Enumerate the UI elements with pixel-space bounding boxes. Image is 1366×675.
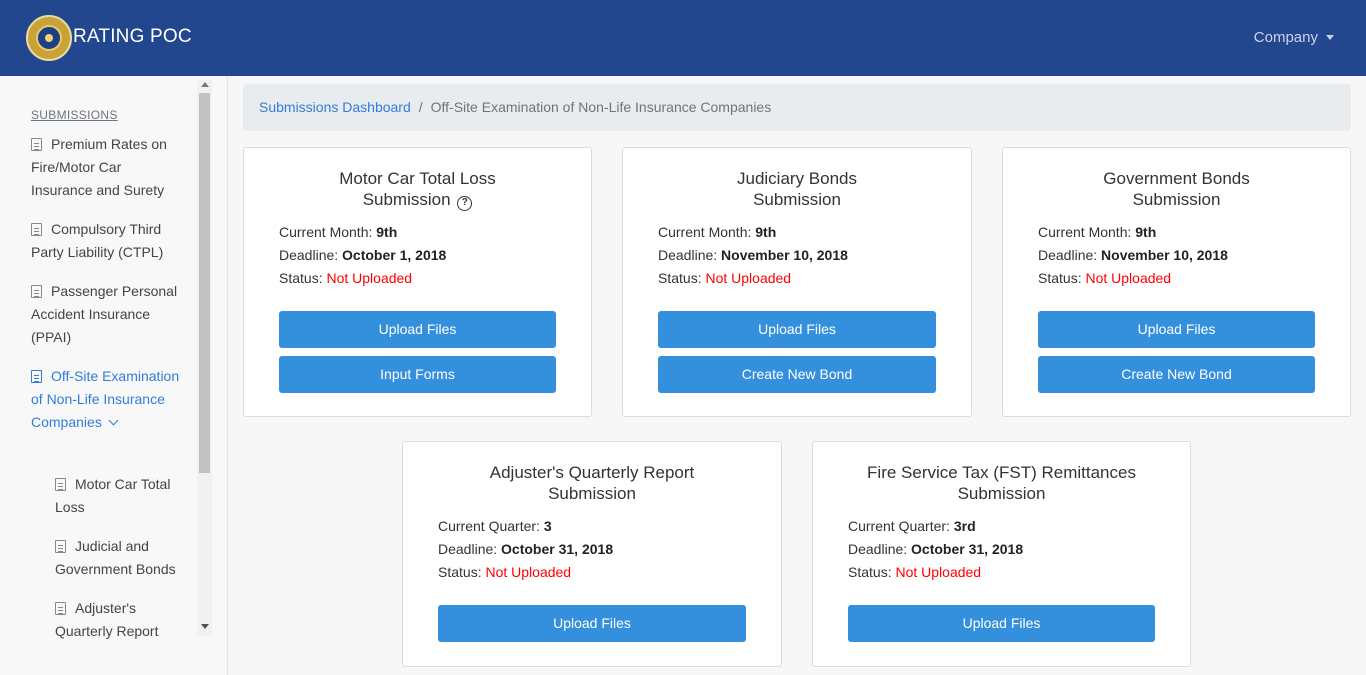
brand-title[interactable]: RATING POC bbox=[73, 26, 192, 47]
deadline: Deadline: October 1, 2018 bbox=[279, 247, 447, 263]
document-icon bbox=[31, 138, 42, 151]
create-new-bond-button[interactable]: Create New Bond bbox=[658, 356, 936, 393]
sidebar-subitem-label: Motor Car Total Loss bbox=[55, 476, 171, 515]
card-fst-remittances: Fire Service Tax (FST) Remittances Submi… bbox=[812, 441, 1191, 667]
card-title: Adjuster's Quarterly Report Submission bbox=[403, 462, 781, 504]
navbar: RATING POC Company bbox=[0, 0, 1366, 76]
sidebar-item-offsite-examination[interactable]: Off-Site Examination of Non-Life Insuran… bbox=[31, 365, 181, 434]
card-title-line: Adjuster's Quarterly Report bbox=[489, 463, 695, 482]
deadline: Deadline: November 10, 2018 bbox=[658, 247, 848, 263]
upload-files-button[interactable]: Upload Files bbox=[658, 311, 936, 348]
status: Status: Not Uploaded bbox=[658, 270, 792, 286]
sidebar-item-premium-rates[interactable]: Premium Rates on Fire/Motor Car Insuranc… bbox=[31, 133, 181, 202]
card-title-line: Government Bonds bbox=[1103, 169, 1250, 188]
company-dropdown[interactable]: Company bbox=[1254, 29, 1334, 46]
document-icon bbox=[55, 602, 66, 615]
sidebar-item-label: Compulsory Third Party Liability (CTPL) bbox=[31, 221, 164, 260]
deadline: Deadline: October 31, 2018 bbox=[848, 541, 1024, 557]
scrollbar-thumb[interactable] bbox=[199, 93, 210, 473]
current-period: Current Month: 9th bbox=[658, 224, 777, 240]
sidebar-item-label: Passenger Personal Accident Insurance (P… bbox=[31, 283, 178, 345]
sidebar-item-label: Off-Site Examination of Non-Life Insuran… bbox=[31, 368, 180, 430]
breadcrumb: Submissions Dashboard / Off-Site Examinati… bbox=[243, 84, 1351, 131]
card-government-bonds: Government Bonds Submission Current Mont… bbox=[1002, 147, 1351, 417]
card-title-line: Submission bbox=[957, 484, 1046, 503]
sidebar-subitem-bonds[interactable]: Judicial and Government Bonds bbox=[55, 535, 185, 581]
chevron-down-icon[interactable] bbox=[108, 415, 119, 426]
upload-files-button[interactable]: Upload Files bbox=[1038, 311, 1315, 348]
create-new-bond-button[interactable]: Create New Bond bbox=[1038, 356, 1315, 393]
card-title-line: Judiciary Bonds bbox=[736, 169, 857, 188]
status-badge: Not Uploaded bbox=[485, 564, 572, 580]
card-title: Motor Car Total Loss Submission ? bbox=[244, 168, 591, 211]
current-period: Current Quarter: 3 bbox=[438, 518, 552, 534]
sidebar-item-label: Premium Rates on Fire/Motor Car Insuranc… bbox=[31, 136, 167, 198]
breadcrumb-link[interactable]: Submissions Dashboard bbox=[259, 99, 411, 115]
card-motor-car: Motor Car Total Loss Submission ? Curren… bbox=[243, 147, 592, 417]
status: Status: Not Uploaded bbox=[1038, 270, 1172, 286]
seal-logo[interactable] bbox=[26, 15, 72, 61]
document-icon bbox=[31, 223, 42, 236]
card-title-line: Submission bbox=[362, 190, 451, 209]
sidebar-subitem-motor-car[interactable]: Motor Car Total Loss bbox=[55, 473, 185, 519]
breadcrumb-separator: / bbox=[418, 99, 423, 115]
current-period: Current Month: 9th bbox=[279, 224, 398, 240]
status-badge: Not Uploaded bbox=[895, 564, 982, 580]
sidebar-subitem-label: Adjuster's Quarterly Report bbox=[55, 600, 159, 639]
current-period: Current Quarter: 3rd bbox=[848, 518, 976, 534]
document-icon bbox=[31, 285, 42, 298]
deadline: Deadline: November 10, 2018 bbox=[1038, 247, 1228, 263]
status: Status: Not Uploaded bbox=[279, 270, 413, 286]
scroll-up-arrow-icon[interactable] bbox=[201, 82, 209, 87]
status-badge: Not Uploaded bbox=[705, 270, 792, 286]
sidebar: SUBMISSIONS Premium Rates on Fire/Motor … bbox=[0, 76, 228, 675]
status: Status: Not Uploaded bbox=[438, 564, 572, 580]
deadline: Deadline: October 31, 2018 bbox=[438, 541, 614, 557]
scroll-down-arrow-icon[interactable] bbox=[201, 624, 209, 629]
card-title: Fire Service Tax (FST) Remittances Submi… bbox=[813, 462, 1190, 504]
card-title: Government Bonds Submission bbox=[1003, 168, 1350, 210]
document-icon bbox=[55, 540, 66, 553]
status-badge: Not Uploaded bbox=[1085, 270, 1172, 286]
card-title-line: Submission bbox=[548, 484, 636, 503]
card-title-line: Submission bbox=[753, 190, 841, 209]
sidebar-item-ctpl[interactable]: Compulsory Third Party Liability (CTPL) bbox=[31, 218, 181, 264]
question-circle-icon[interactable]: ? bbox=[457, 196, 473, 211]
upload-files-button[interactable]: Upload Files bbox=[438, 605, 746, 642]
sidebar-subitem-label: Judicial and Government Bonds bbox=[55, 538, 176, 577]
caret-down-icon bbox=[1326, 35, 1334, 40]
input-forms-button[interactable]: Input Forms bbox=[279, 356, 556, 393]
card-title: Judiciary Bonds Submission bbox=[623, 168, 971, 210]
document-icon bbox=[55, 478, 66, 491]
sidebar-item-ppai[interactable]: Passenger Personal Accident Insurance (P… bbox=[31, 280, 181, 349]
breadcrumb-current: Off-Site Examination of Non-Life Insuran… bbox=[430, 99, 772, 115]
company-label: Company bbox=[1253, 29, 1318, 46]
card-title-line: Motor Car Total Loss bbox=[339, 169, 496, 188]
status: Status: Not Uploaded bbox=[848, 564, 982, 580]
upload-files-button[interactable]: Upload Files bbox=[279, 311, 556, 348]
card-title-line: Fire Service Tax (FST) Remittances bbox=[867, 463, 1136, 482]
card-adjuster-quarterly: Adjuster's Quarterly Report Submission C… bbox=[402, 441, 782, 667]
card-judiciary-bonds: Judiciary Bonds Submission Current Month… bbox=[622, 147, 972, 417]
document-icon bbox=[31, 370, 42, 383]
current-period: Current Month: 9th bbox=[1038, 224, 1157, 240]
status-badge: Not Uploaded bbox=[326, 270, 413, 286]
card-title-line: Submission bbox=[1132, 190, 1221, 209]
sidebar-subitem-adjuster[interactable]: Adjuster's Quarterly Report bbox=[55, 597, 185, 643]
sidebar-heading: SUBMISSIONS bbox=[31, 108, 118, 122]
upload-files-button[interactable]: Upload Files bbox=[848, 605, 1155, 642]
